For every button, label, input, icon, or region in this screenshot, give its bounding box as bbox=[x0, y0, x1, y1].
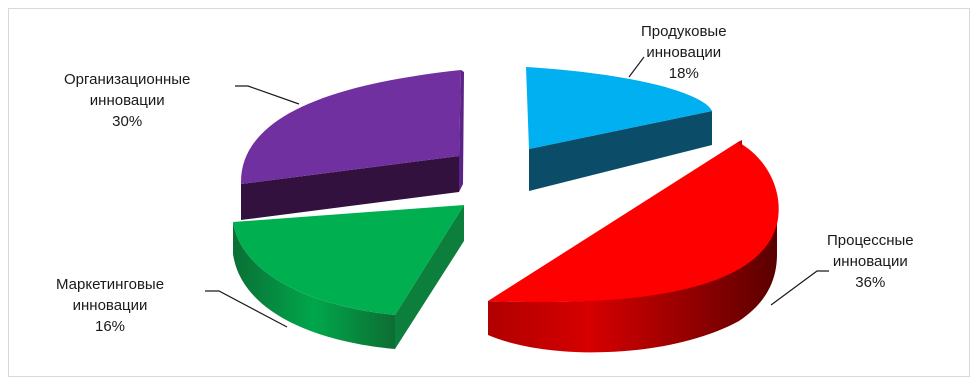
label-marketing-line2: инновации bbox=[72, 297, 148, 314]
slice-marketing bbox=[233, 205, 464, 349]
label-marketing: Маркетинговые инновации 16% bbox=[56, 274, 164, 337]
slice-marketing-top bbox=[233, 205, 464, 315]
label-organizational-pct: 30% bbox=[112, 113, 143, 130]
slice-marketing-side bbox=[233, 222, 395, 349]
label-organizational-line1: Организационные bbox=[64, 71, 191, 88]
label-marketing-line1: Маркетинговые bbox=[56, 276, 165, 293]
label-process-line1: Процессные bbox=[827, 232, 914, 249]
slice-process-top bbox=[488, 142, 779, 303]
label-marketing-pct: 16% bbox=[95, 318, 126, 335]
label-process: Процессные инновации 36% bbox=[827, 230, 914, 293]
slice-product-top bbox=[526, 67, 712, 149]
label-organizational: Организационные инновации 30% bbox=[64, 69, 190, 132]
label-product-line1: Продуковые bbox=[641, 23, 727, 40]
slice-organizational-top bbox=[240, 70, 461, 184]
slice-organizational-side bbox=[241, 156, 459, 220]
leader-line-process bbox=[770, 270, 829, 306]
label-product: Продуковые инновации 18% bbox=[641, 21, 727, 84]
slice-process bbox=[488, 140, 779, 353]
slice-marketing-cut bbox=[395, 205, 464, 349]
slice-organizational-edge bbox=[459, 70, 464, 192]
pie-chart bbox=[205, 56, 829, 353]
leader-line-product bbox=[628, 56, 645, 78]
slice-process-side bbox=[488, 219, 777, 353]
label-product-line2: инновации bbox=[646, 44, 722, 61]
slice-product-side bbox=[529, 111, 712, 191]
label-process-line2: инновации bbox=[832, 253, 908, 270]
label-process-pct: 36% bbox=[855, 274, 886, 291]
label-product-pct: 18% bbox=[668, 65, 699, 82]
leader-line-marketing bbox=[205, 290, 288, 328]
chart-frame: Продуковые инновации 18% Организационные… bbox=[8, 8, 970, 377]
slice-product bbox=[526, 67, 712, 191]
slice-organizational bbox=[240, 70, 464, 220]
leader-line-organizational bbox=[235, 85, 300, 105]
label-organizational-line2: инновации bbox=[89, 92, 165, 109]
slice-process-cut bbox=[738, 140, 742, 149]
